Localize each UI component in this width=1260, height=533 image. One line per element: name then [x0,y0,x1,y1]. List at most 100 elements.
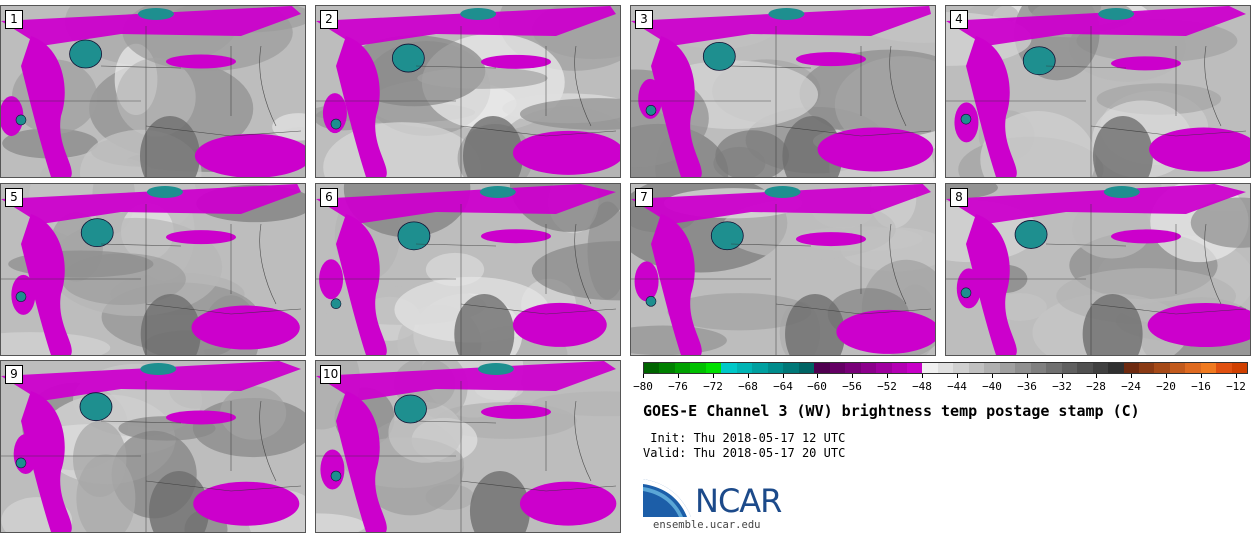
colorbar-segment [829,363,846,373]
colorbar-segment [690,363,706,373]
colorbar-segment [845,363,861,373]
colorbar-segment [922,363,938,373]
colorbar-tick-label: −44 [947,380,967,393]
colorbar-tick [1096,374,1097,378]
colorbar-segment [783,363,799,373]
panel-label: 5 [5,188,23,207]
panel-label: 4 [950,10,968,29]
map-panel-7: 7 [630,183,936,356]
map-panel-1: 1 [0,5,306,178]
colorbar-tick [1131,374,1132,378]
colorbar-tick-label: −36 [1017,380,1037,393]
colorbar-segment [1139,363,1155,373]
colorbar-segment [767,363,784,373]
colorbar-segment [1123,363,1139,373]
map-panel-6: 6 [315,183,621,356]
colorbar-tick [748,374,749,378]
satellite-image [946,184,1250,355]
panel-label: 10 [320,365,342,384]
colorbar-tick-label: −68 [738,380,758,393]
colorbar-tick-label: −64 [773,380,793,393]
panel-label: 2 [320,10,338,29]
colorbar-tick-label: −12 [1226,380,1246,393]
panel-label: 7 [635,188,653,207]
satellite-image [316,6,620,177]
colorbar-tick [678,374,679,378]
colorbar-ticks: −80 −76 −72 −68 −64 −60 −56 −52 −48 −44 −40 −36 −32 −… [633,374,1248,394]
colorbar-segment [876,363,892,373]
colorbar-tick [1166,374,1167,378]
colorbar-segment [999,363,1016,373]
colorbar-tick [1201,374,1202,378]
colorbar-tick [783,374,784,378]
colorbar-segment [1015,363,1031,373]
colorbar [643,362,1248,374]
satellite-image [1,184,305,355]
colorbar-tick [1027,374,1028,378]
colorbar-tick-label: −16 [1191,380,1211,393]
colorbar-tick-label: −72 [703,380,723,393]
colorbar-segment [937,363,954,373]
colorbar-tick [852,374,853,378]
colorbar-tick-label: −28 [1086,380,1106,393]
figure-title: GOES-E Channel 3 (WV) brightness temp po… [643,402,1140,420]
colorbar-segment [1169,363,1186,373]
colorbar-tick-label: −40 [982,380,1002,393]
colorbar-tick [1062,374,1063,378]
colorbar-segment [968,363,985,373]
valid-time: Valid: Thu 2018-05-17 20 UTC [643,446,846,460]
colorbar-segment [1077,363,1093,373]
colorbar-segment [814,363,830,373]
panel-label: 1 [5,10,23,29]
colorbar-segment [984,363,1000,373]
colorbar-tick [643,374,644,378]
map-panel-5: 5 [0,183,306,356]
panel-label: 6 [320,188,338,207]
colorbar-segment [860,363,877,373]
colorbar-segment [1154,363,1170,373]
satellite-image [946,6,1250,177]
colorbar-segment [891,363,907,373]
colorbar-segment [1185,363,1201,373]
colorbar-segment [644,363,660,373]
map-panel-8: 8 [945,183,1251,356]
colorbar-tick [957,374,958,378]
colorbar-segment [906,363,923,373]
satellite-image [1,6,305,177]
colorbar-tick-label: −56 [842,380,862,393]
colorbar-segment [736,363,753,373]
colorbar-tick [817,374,818,378]
map-panel-4: 4 [945,5,1251,178]
colorbar-segment [1061,363,1078,373]
colorbar-segment [705,363,722,373]
colorbar-segment [1092,363,1109,373]
colorbar-segment [1108,363,1124,373]
colorbar-segment [1216,363,1232,373]
colorbar-tick [922,374,923,378]
map-panel-10: 10 [315,360,621,533]
colorbar-tick-label: −60 [807,380,827,393]
ncar-logo-icon [643,479,691,517]
colorbar-tick-label: −48 [912,380,932,393]
satellite-image [1,361,305,532]
satellite-image [631,6,935,177]
panel-label: 8 [950,188,968,207]
colorbar-segment [1030,363,1047,373]
panel-label: 3 [635,10,653,29]
colorbar-tick [887,374,888,378]
colorbar-segment [659,363,675,373]
logo-wordmark: NCAR [695,482,782,520]
colorbar-tick-label: −20 [1156,380,1176,393]
colorbar-tick-label: −24 [1121,380,1141,393]
colorbar-segment [1200,363,1217,373]
colorbar-tick [992,374,993,378]
map-panel-2: 2 [315,5,621,178]
colorbar-tick-label: −76 [668,380,688,393]
colorbar-segment [798,363,815,373]
colorbar-segment [752,363,768,373]
colorbar-segment [1046,363,1062,373]
site-url: ensemble.ucar.edu [653,519,761,531]
map-panel-9: 9 [0,360,306,533]
colorbar-tick [713,374,714,378]
map-panel-3: 3 [630,5,936,178]
